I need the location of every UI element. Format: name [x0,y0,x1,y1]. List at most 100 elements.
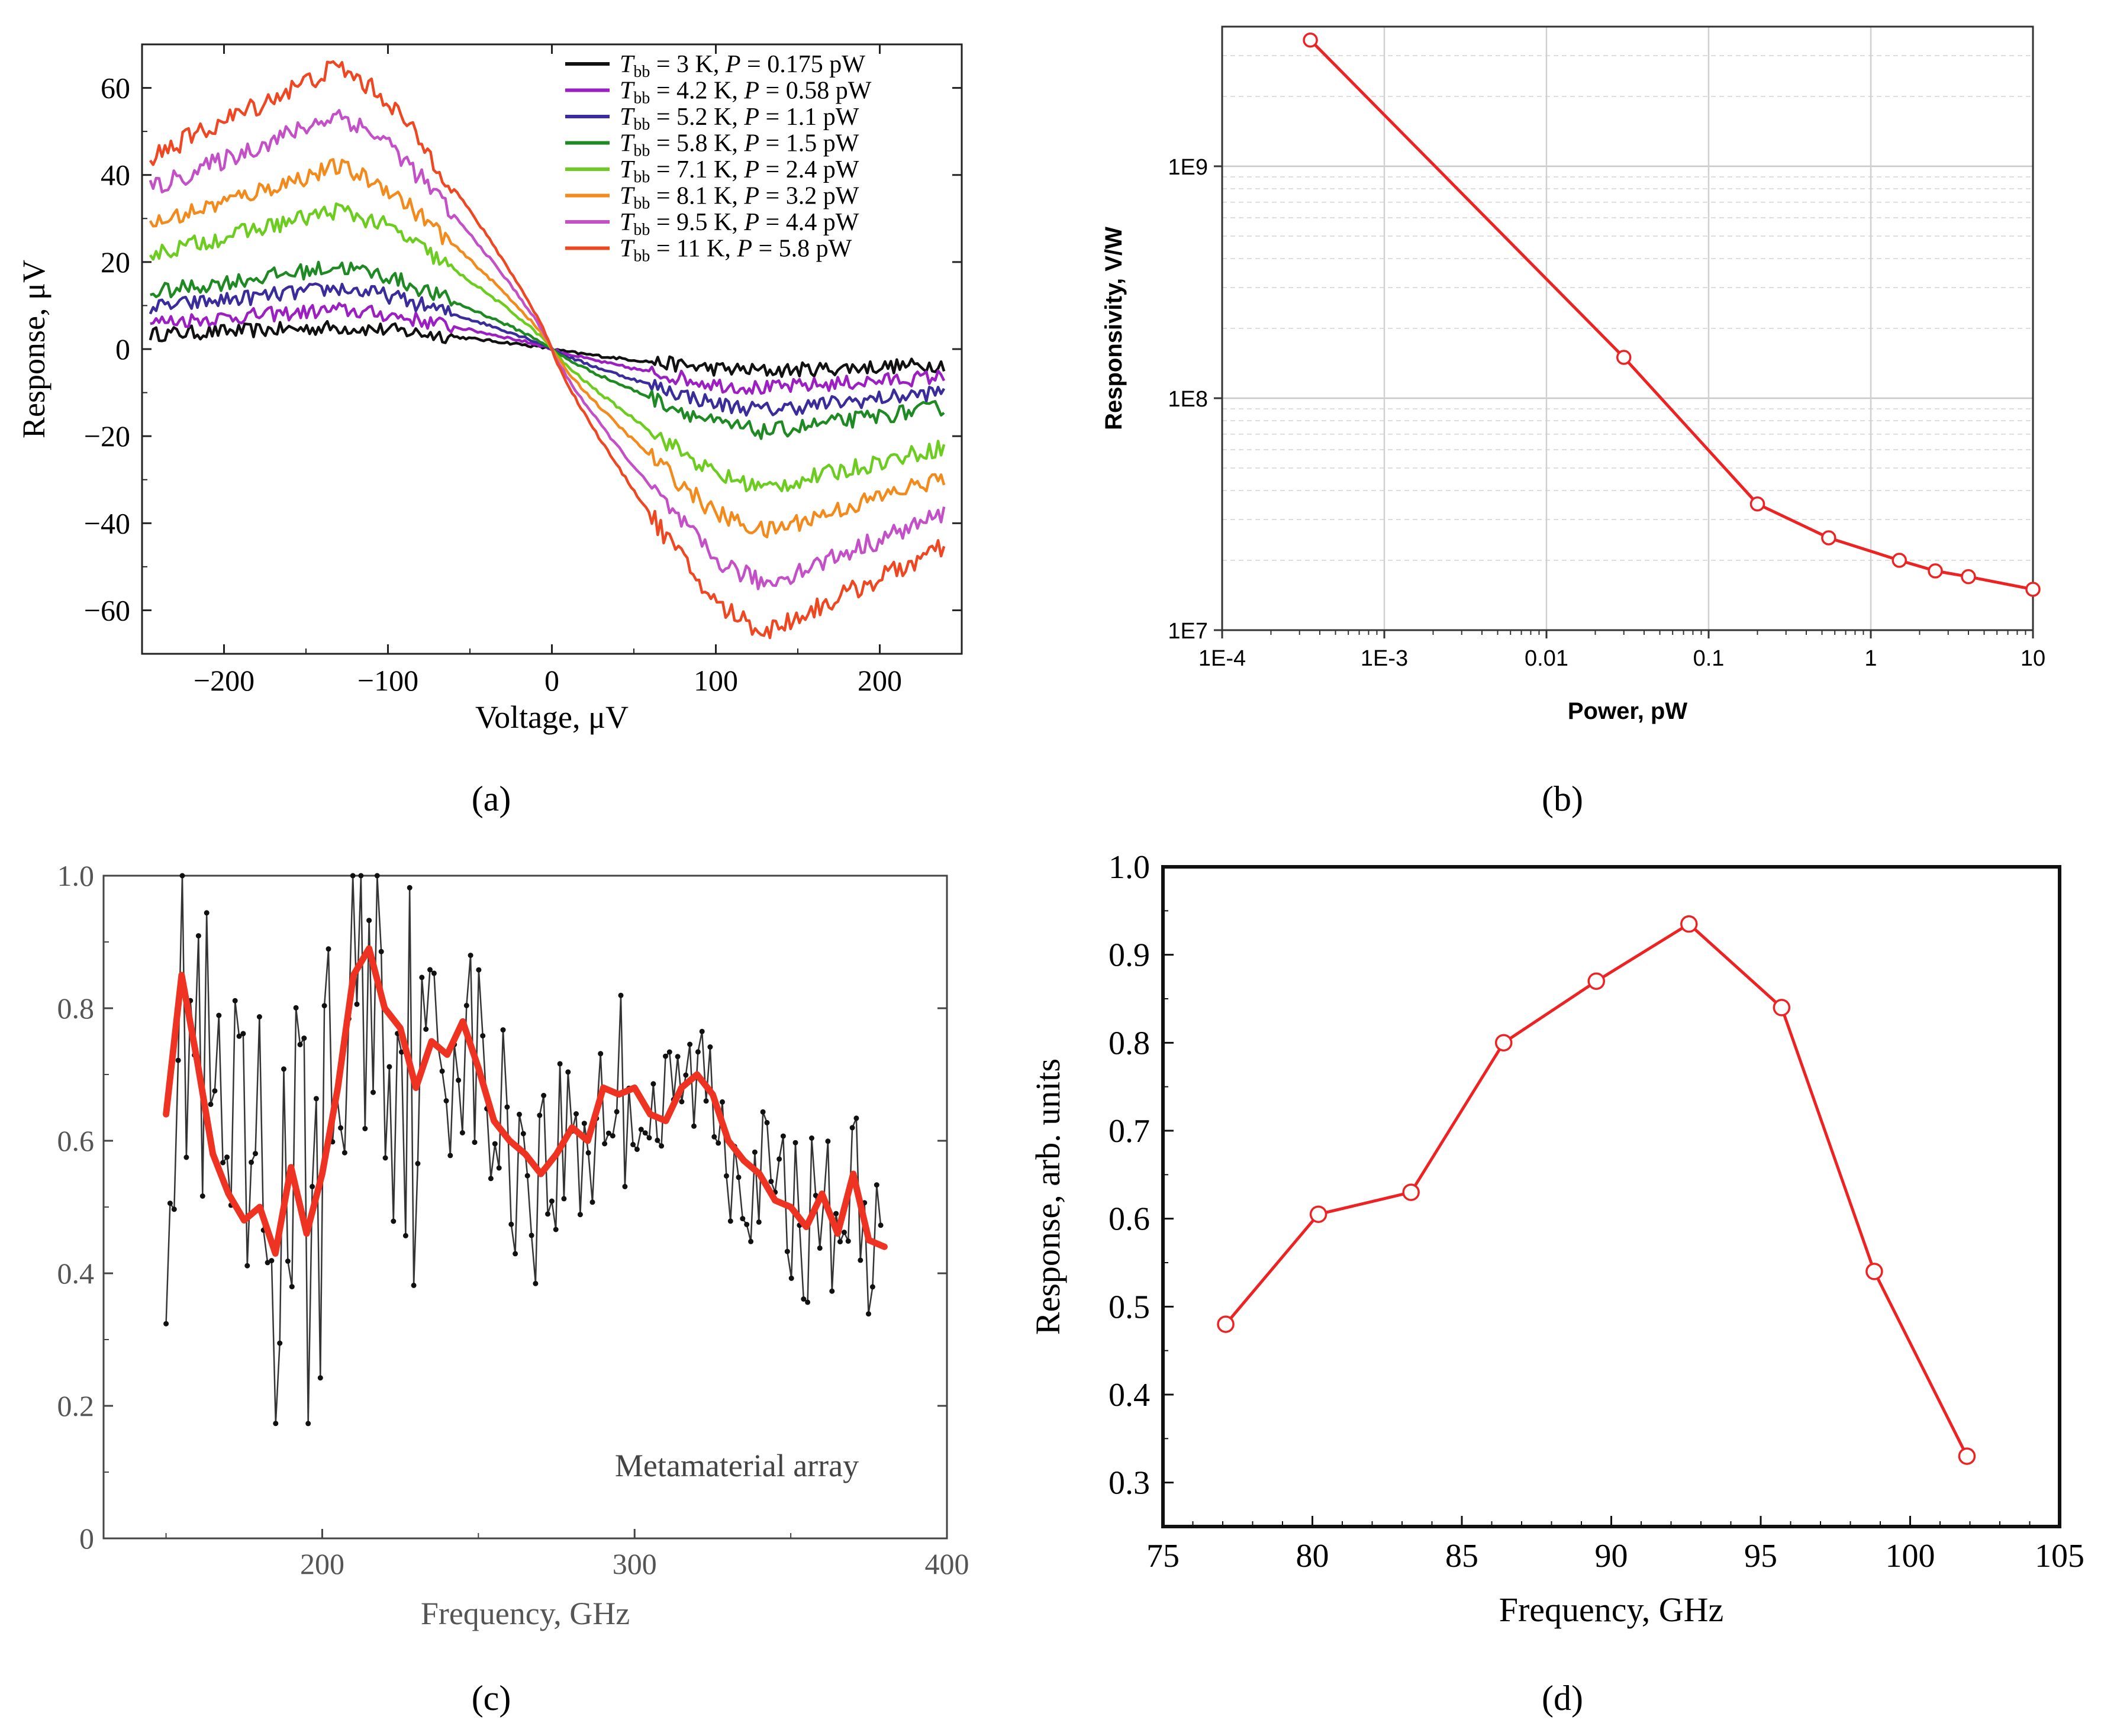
panel-c-raw-point [634,1147,640,1152]
panel-c-raw-point [703,1098,709,1104]
panel-c-raw-point [517,1111,522,1117]
panel-a-ytick-label: 20 [101,246,130,279]
panel-c-raw-point [273,1421,279,1427]
panel-c-raw-point [411,1282,417,1288]
panel-d-data-point [1309,1205,1327,1223]
panel-c-raw-point [281,1066,286,1072]
panel-d-xtick-label: 75 [1146,1538,1180,1574]
panel-c-raw-point [244,1263,250,1269]
panel-c-ytick-label: 0 [79,1522,94,1555]
panel-c-raw-point [780,1133,786,1139]
panel-c-raw-point [833,1211,839,1217]
panel-c-raw-point [480,1033,486,1039]
panel-a-xtick-label: 200 [858,664,902,697]
panel-c-raw-point [655,1137,660,1143]
panel-c-raw-point [699,1028,705,1034]
panel-a-xtick-label: 100 [694,664,738,697]
panel-c-raw-point [748,1238,754,1244]
panel-c-raw-point [321,1003,327,1009]
panel-c-xtick-label: 300 [613,1547,657,1580]
panel-c-raw-point [224,1154,230,1160]
panel-c-raw-point [216,1012,222,1018]
panel-c-raw-point [736,1174,742,1180]
panel-c-raw-point [878,1222,884,1228]
panel-c-xtick-label: 400 [925,1547,969,1580]
panel-c-raw-point [163,1321,169,1327]
panel-d-xtick-label: 100 [1886,1538,1935,1574]
panel-c-raw-point [610,1133,616,1139]
panel-c-raw-point [520,1131,526,1137]
panel-c-ytick-label: 0.2 [57,1389,95,1422]
panel-d-data-point [1587,972,1605,990]
panel-c-raw-point [687,1041,693,1047]
panel-c-raw-point [386,1064,392,1070]
panel-c-raw-point [362,1126,368,1131]
panel-a-ytick-label: 60 [101,72,130,105]
panel-c-raw-point [740,1216,746,1222]
panel-c-raw-point [642,1130,648,1136]
panel-b-xtick-label: 1E-4 [1198,646,1246,671]
panel-c-raw-point [874,1182,879,1188]
panel-c-raw-point [236,1033,242,1039]
panel-c-raw-point [496,1165,502,1171]
panel-c-raw-point [598,1051,604,1057]
panel-a-series-line [149,282,946,417]
panel-b-chart: 1E-4 1E-3 0.01 0.1 1 10 1E7 1E8 1E9 Power, pW Resp… [1101,25,2045,724]
panel-c-raw-point [853,1115,859,1121]
panel-c-raw-point [468,953,473,959]
panel-c-raw-point [443,1098,449,1103]
panel-c-raw-point [589,1199,595,1205]
panel-c-raw-point [463,1002,469,1008]
panel-b-xtick-label: 0.1 [1693,646,1725,671]
panel-c-raw-point [581,1121,587,1127]
panel-d-ytick-label: 0.9 [1109,937,1150,974]
panel-d-data-point [1865,1263,1883,1280]
panel-d-xtick-label: 105 [2035,1538,2084,1574]
panel-d-data-point [1680,915,1698,933]
panel-b-data-point [1303,32,1318,48]
panel-c-raw-point [565,1069,571,1075]
panel-c-raw-point [354,1001,360,1007]
panel-c-raw-point [277,1340,283,1346]
panel-c-raw-point [858,1257,863,1263]
panel-c-raw-point [419,975,425,980]
panel-c-raw-point [602,1141,608,1147]
panel-b-data-point [1821,530,1836,546]
panel-d-ytick-label: 0.4 [1109,1377,1150,1414]
panel-b-data-point [1928,563,1943,579]
panel-c-raw-point [269,1258,275,1264]
panel-c-raw-point [756,1219,762,1225]
panel-c-raw-point [183,1154,189,1160]
panel-c-raw-point [439,1068,445,1074]
panel-b-ylabel: Responsivity, V/W [1101,227,1127,430]
panel-d-chart: 75 80 85 90 95 100 105 0.3 0.4 0.5 0.6 0.7 0.8 0.9 1.0… [1029,849,2084,1629]
panel-c-raw-point [374,873,380,879]
panel-c-raw-point [529,1232,534,1238]
panel-c-raw-point [171,1206,177,1212]
panel-c-raw-point [573,1111,579,1117]
panel-b-ytick-label: 1E8 [1168,387,1208,412]
panel-a-ytick-label: 40 [101,159,130,192]
panel-c-raw-point [817,1245,823,1251]
panel-c-raw-point [407,885,413,890]
panel-c-raw-point [683,1072,689,1078]
panel-c-raw-point [764,1119,770,1125]
panel-c-ytick-label: 1.0 [57,859,95,892]
panel-c-raw-point [845,1238,851,1244]
panel-a-legend-label: Tbb = 3 K, P = 0.175 pW [620,51,865,81]
panel-c-raw-point [179,873,185,879]
panel-c-raw-point [382,1155,388,1161]
panel-c-raw-point [459,1130,465,1135]
panel-c-raw-point [646,1135,652,1141]
panel-c-raw-point [167,1201,173,1206]
panel-label-d: (d) [1542,1679,1583,1718]
panel-b-data-point [1961,569,1976,585]
panel-c-ytick-label: 0.6 [57,1124,95,1157]
panel-c-raw-point [561,1196,567,1202]
panel-b-data-point [1616,350,1632,365]
panel-c-raw-point [366,918,372,924]
panel-a-xtick-label: −200 [194,664,254,697]
panel-c-raw-point [727,1218,733,1224]
panel-a-ytick-label: 0 [115,333,130,366]
panel-b-xtick-label: 1E-3 [1361,646,1408,671]
